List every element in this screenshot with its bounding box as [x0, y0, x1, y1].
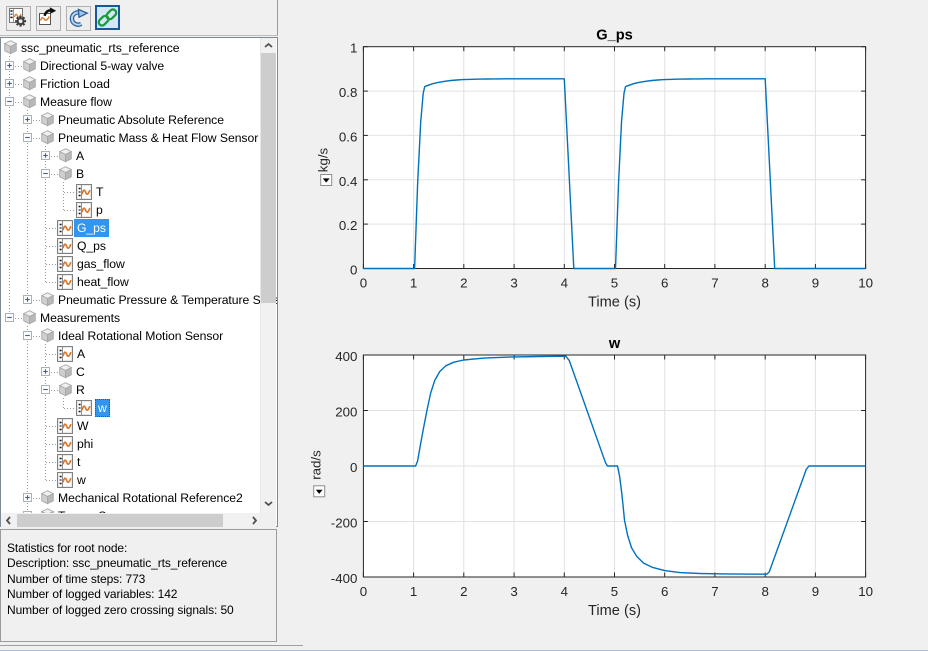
- svg-text:Time (s): Time (s): [588, 295, 641, 311]
- svg-text:1: 1: [350, 41, 357, 56]
- svg-text:5: 5: [611, 276, 618, 291]
- svg-text:0: 0: [360, 584, 367, 599]
- svg-text:4: 4: [561, 584, 568, 599]
- svg-text:7: 7: [711, 584, 718, 599]
- svg-text:200: 200: [335, 405, 357, 420]
- svg-text:9: 9: [812, 584, 819, 599]
- svg-text:10: 10: [858, 584, 873, 599]
- svg-text:7: 7: [711, 276, 718, 291]
- svg-text:-200: -200: [331, 516, 358, 531]
- svg-text:0: 0: [350, 263, 357, 278]
- svg-text:5: 5: [611, 584, 618, 599]
- svg-text:0.8: 0.8: [339, 85, 358, 100]
- svg-text:6: 6: [661, 584, 668, 599]
- svg-text:1: 1: [410, 276, 417, 291]
- svg-text:-400: -400: [331, 571, 358, 586]
- svg-text:2: 2: [460, 276, 467, 291]
- svg-text:1: 1: [410, 584, 417, 599]
- svg-text:0.2: 0.2: [339, 218, 358, 233]
- svg-text:rad/s: rad/s: [309, 450, 324, 480]
- svg-text:Time (s): Time (s): [588, 603, 641, 619]
- svg-text:400: 400: [335, 349, 357, 364]
- svg-text:10: 10: [858, 276, 873, 291]
- svg-text:kg/s: kg/s: [316, 147, 331, 172]
- svg-text:w: w: [608, 336, 621, 352]
- svg-text:2: 2: [460, 584, 467, 599]
- svg-text:3: 3: [510, 276, 517, 291]
- svg-text:0: 0: [350, 460, 357, 475]
- svg-text:0.6: 0.6: [339, 129, 358, 144]
- svg-text:G_ps: G_ps: [596, 28, 633, 44]
- svg-text:6: 6: [661, 276, 668, 291]
- svg-text:4: 4: [561, 276, 568, 291]
- svg-text:9: 9: [812, 276, 819, 291]
- svg-text:8: 8: [761, 276, 768, 291]
- svg-text:3: 3: [510, 584, 517, 599]
- svg-text:0.4: 0.4: [339, 174, 358, 189]
- svg-text:0: 0: [360, 276, 367, 291]
- svg-text:8: 8: [761, 584, 768, 599]
